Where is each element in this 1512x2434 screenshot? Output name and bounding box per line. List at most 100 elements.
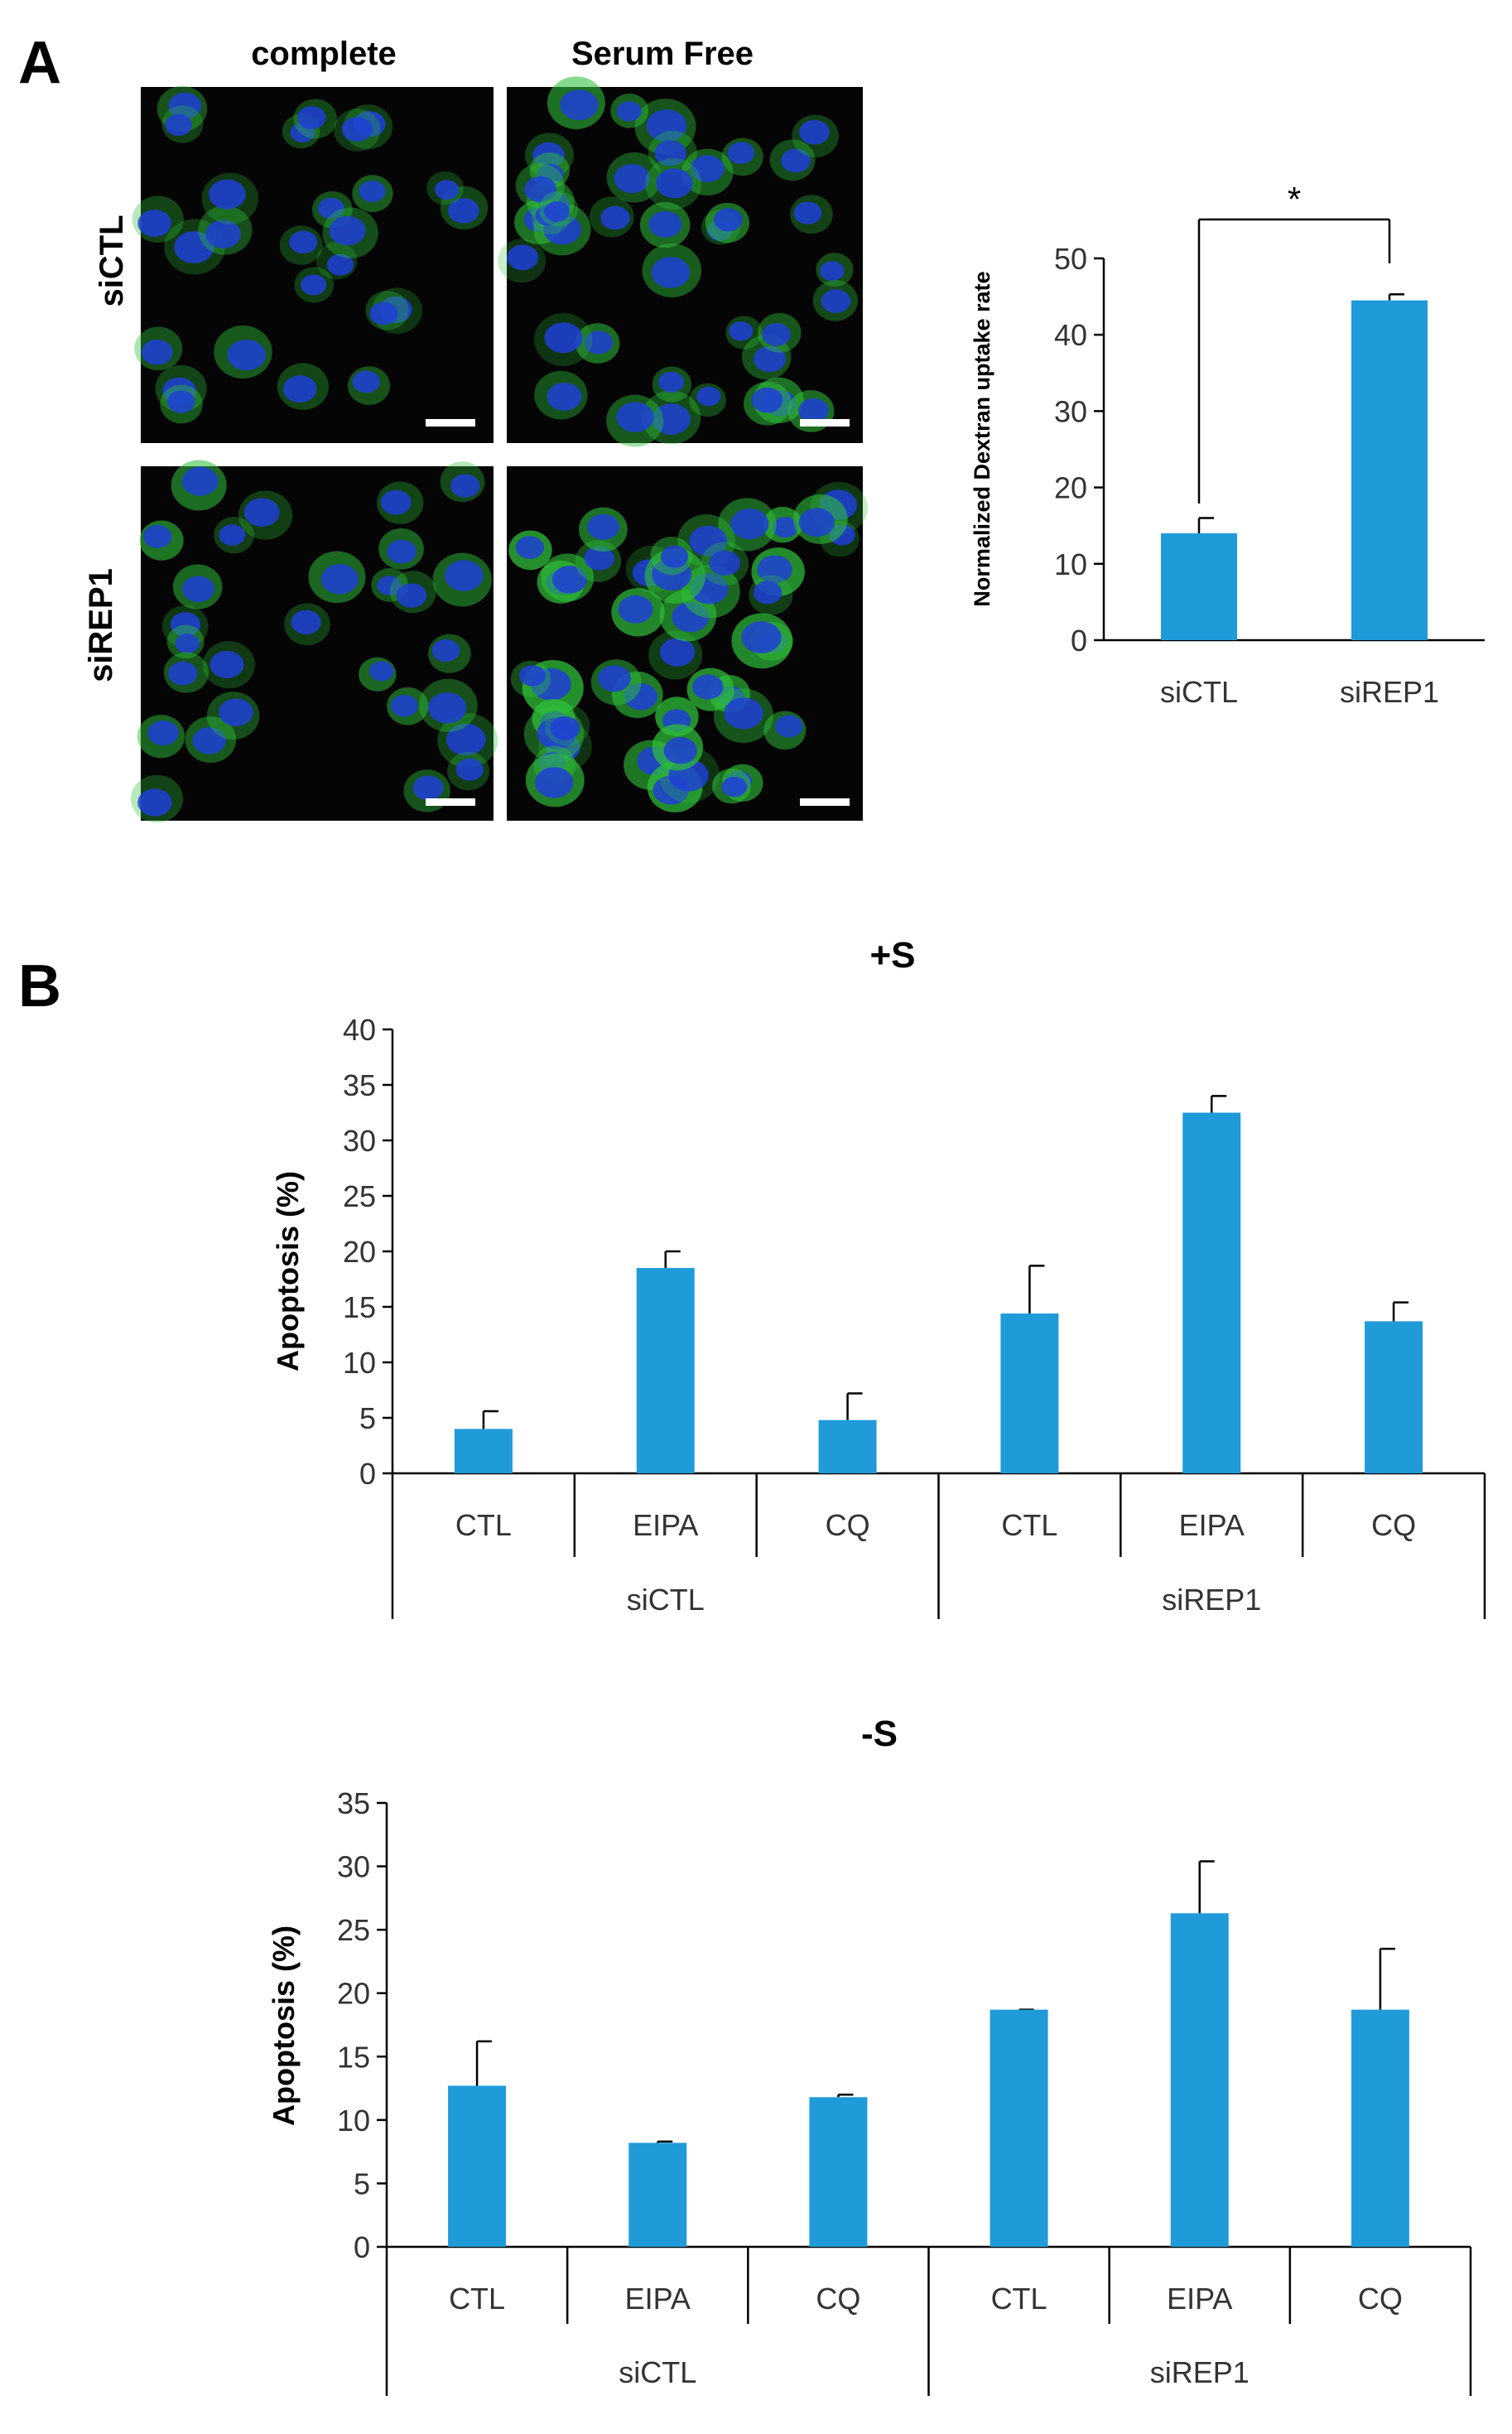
y-tick-label: 15 [337, 2040, 370, 2074]
bar [1351, 2009, 1409, 2247]
y-axis-label: Apoptosis (%) [267, 1926, 301, 2126]
y-tick-label: 30 [343, 1124, 376, 1158]
chart-title: -S [861, 1713, 898, 1754]
cell-nucleus [434, 180, 460, 200]
x-tick-label: CQ [1358, 2282, 1403, 2316]
cell-nucleus [727, 142, 755, 164]
cell-nucleus [209, 179, 246, 210]
bar [1365, 1321, 1423, 1473]
y-tick-label: 10 [1054, 547, 1087, 581]
cell-nucleus [282, 375, 317, 402]
y-tick-label: 25 [343, 1179, 376, 1213]
cell-nucleus [754, 345, 787, 373]
bar [1170, 1913, 1229, 2247]
dextran-uptake-chart: Normalized Dextran uptake rate 0 10 20 30 40… [970, 180, 1485, 709]
cell-nucleus [659, 638, 696, 667]
x-tick-label: siREP1 [1340, 675, 1439, 709]
bar [1000, 1313, 1059, 1473]
bar [809, 2097, 868, 2247]
scale-bar [800, 798, 850, 806]
cell-nucleus [730, 508, 769, 540]
cell-nucleus [658, 371, 685, 393]
cell-nucleus [175, 634, 200, 653]
cell-nucleus [181, 466, 219, 496]
cell-nucleus [600, 205, 630, 230]
bar [636, 1268, 695, 1473]
micrograph-col-header-complete: complete [251, 36, 397, 72]
micrograph-row-header-sirep1: siREP1 [83, 568, 119, 682]
cell-nucleus [741, 621, 782, 653]
x-tick-label: CQ [1371, 1508, 1416, 1542]
cell-nucleus [713, 208, 743, 232]
cell-nucleus [326, 253, 354, 276]
cell-nucleus [515, 536, 544, 559]
micrograph-sictl-complete [141, 87, 494, 443]
x-tick-label: CTL [991, 2282, 1047, 2316]
cell-nucleus [821, 289, 851, 314]
cell-nucleus [689, 525, 728, 557]
cell-nucleus [168, 661, 198, 686]
micrograph-sirep1-complete [141, 466, 494, 821]
y-tick-label: 35 [337, 1786, 370, 1820]
cell-nucleus [646, 109, 687, 142]
cell-nucleus [450, 474, 480, 498]
cell-nucleus [205, 219, 241, 248]
cell-nucleus [692, 674, 724, 700]
cell-nucleus [798, 508, 835, 537]
cell-nucleus [660, 545, 689, 568]
cell-nucleus [724, 697, 763, 730]
cell-nucleus [455, 758, 484, 781]
cell-nucleus [544, 322, 583, 354]
micrograph-grid [130, 76, 868, 823]
cell-nucleus [369, 301, 398, 325]
apoptosis-plus-serum-chart: +S Apoptosis (%) 0 5 10 15 20 25 30 35 40 CTL EIPA… [271, 935, 1486, 1619]
cell-nucleus [209, 650, 244, 679]
cell-nucleus [799, 119, 831, 145]
cell-nucleus [550, 716, 580, 740]
y-tick-label: 50 [1054, 242, 1087, 276]
cell-nucleus [793, 201, 822, 224]
y-tick-label: 20 [343, 1235, 376, 1269]
bar [454, 1429, 513, 1473]
cell-nucleus [243, 498, 280, 527]
cell-nucleus [757, 555, 792, 584]
cell-nucleus [507, 244, 539, 271]
cell-nucleus [753, 581, 782, 605]
scale-bar [426, 419, 475, 427]
cell-nucleus [552, 565, 587, 594]
cell-nucleus [219, 698, 253, 726]
y-tick-label: 15 [343, 1290, 376, 1324]
cell-nucleus [519, 665, 546, 687]
cell-nucleus [544, 201, 570, 222]
cell-nucleus [652, 558, 692, 590]
cell-nucleus [772, 517, 798, 538]
x-tick-label: EIPA [625, 2282, 691, 2316]
x-tick-label: CQ [816, 2282, 860, 2316]
bar [990, 2009, 1048, 2247]
cell-nucleus [651, 257, 691, 288]
cell-nucleus [729, 321, 754, 341]
scale-bar [426, 798, 475, 806]
cell-nucleus [524, 176, 557, 203]
cell-nucleus [534, 767, 574, 798]
cell-nucleus [584, 330, 614, 354]
bar [1161, 533, 1237, 640]
cell-nucleus [174, 231, 214, 263]
y-tick-label: 20 [1054, 471, 1087, 505]
cell-nucleus [137, 210, 171, 238]
cell-nucleus [297, 106, 326, 129]
bar [1182, 1112, 1241, 1473]
cell-nucleus [182, 576, 215, 602]
cell-nucleus [616, 402, 654, 432]
y-axis-label: Normalized Dextran uptake rate [970, 271, 994, 606]
cell-nucleus [445, 723, 486, 756]
group-label: siREP1 [1150, 2355, 1250, 2389]
y-axis-label: Apoptosis (%) [271, 1171, 305, 1371]
cell-nucleus [359, 180, 386, 202]
cell-nucleus [147, 720, 179, 746]
apoptosis-minus-serum-chart: -S Apoptosis (%) 0 5 10 15 20 25 30 35 CTL EIPA CQ… [267, 1713, 1472, 2396]
cell-nucleus [652, 403, 691, 435]
x-tick-label: EIPA [1179, 1508, 1245, 1542]
significance-star: * [1288, 180, 1301, 219]
cell-nucleus [751, 387, 783, 413]
